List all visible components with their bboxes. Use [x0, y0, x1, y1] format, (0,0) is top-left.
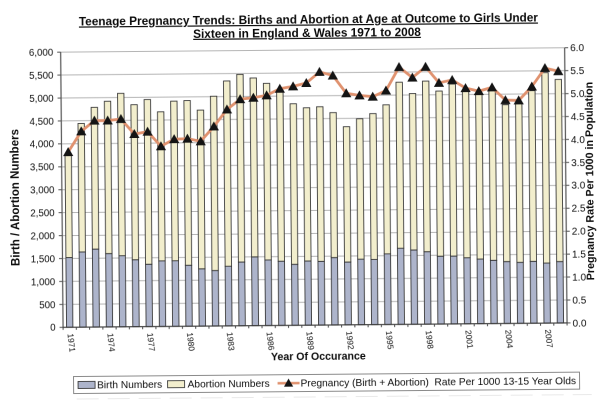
svg-text:4.5: 4.5: [571, 112, 585, 123]
svg-text:1980: 1980: [185, 332, 197, 352]
svg-text:0.5: 0.5: [572, 295, 586, 306]
svg-text:1.5: 1.5: [572, 250, 586, 261]
svg-text:1998: 1998: [424, 330, 436, 350]
svg-text:Pregnancy Rate Per 1000 in Pop: Pregnancy Rate Per 1000 in Population: [583, 82, 597, 280]
svg-text:2004: 2004: [503, 329, 515, 349]
svg-text:5.0: 5.0: [571, 89, 585, 100]
svg-text:3,500: 3,500: [30, 162, 55, 173]
svg-text:2.0: 2.0: [572, 227, 586, 238]
svg-text:3.0: 3.0: [571, 181, 585, 192]
svg-text:2007: 2007: [543, 329, 555, 349]
svg-text:4,500: 4,500: [29, 117, 54, 128]
svg-text:6,000: 6,000: [29, 48, 54, 59]
svg-text:2.5: 2.5: [572, 204, 586, 215]
svg-text:Birth Numbers: Birth Numbers: [97, 380, 162, 392]
svg-text:1995: 1995: [384, 330, 396, 350]
svg-text:5.5: 5.5: [570, 66, 584, 77]
svg-text:1983: 1983: [225, 332, 237, 352]
svg-text:500: 500: [39, 300, 56, 311]
svg-text:6.0: 6.0: [570, 43, 584, 54]
svg-text:0: 0: [50, 323, 56, 334]
svg-text:3.5: 3.5: [571, 158, 585, 169]
svg-text:1971: 1971: [66, 333, 78, 353]
svg-text:2,500: 2,500: [30, 208, 55, 219]
svg-text:1977: 1977: [145, 332, 157, 352]
svg-text:Year Of Occurance: Year Of Occurance: [271, 350, 366, 363]
svg-text:1989: 1989: [304, 331, 316, 351]
svg-text:3,000: 3,000: [30, 185, 55, 196]
svg-text:1,000: 1,000: [31, 277, 56, 288]
svg-text:5,500: 5,500: [29, 71, 54, 82]
svg-text:4,000: 4,000: [30, 139, 55, 150]
svg-text:Sixteen in England & Wales 197: Sixteen in England & Wales 1971 to 2008: [193, 25, 421, 41]
svg-text:5,000: 5,000: [29, 94, 54, 105]
svg-text:1974: 1974: [105, 333, 117, 353]
svg-text:Pregnancy (Birth + Abortion): Pregnancy (Birth + Abortion) Rate Per 10…: [301, 376, 577, 389]
svg-text:2001: 2001: [463, 329, 475, 349]
svg-text:1,500: 1,500: [31, 254, 56, 265]
svg-text:1.0: 1.0: [572, 272, 586, 283]
svg-text:4.0: 4.0: [571, 135, 585, 146]
svg-text:0.0: 0.0: [573, 318, 587, 329]
svg-text:1992: 1992: [344, 330, 356, 350]
svg-text:Abortion Numbers: Abortion Numbers: [188, 379, 270, 391]
svg-text:2,000: 2,000: [30, 231, 55, 242]
svg-text:Teenage Pregnancy Trends: Birt: Teenage Pregnancy Trends: Births and Abo…: [79, 10, 539, 28]
svg-text:1986: 1986: [265, 331, 277, 351]
svg-text:Birth / Abortion Numbers: Birth / Abortion Numbers: [9, 129, 22, 266]
